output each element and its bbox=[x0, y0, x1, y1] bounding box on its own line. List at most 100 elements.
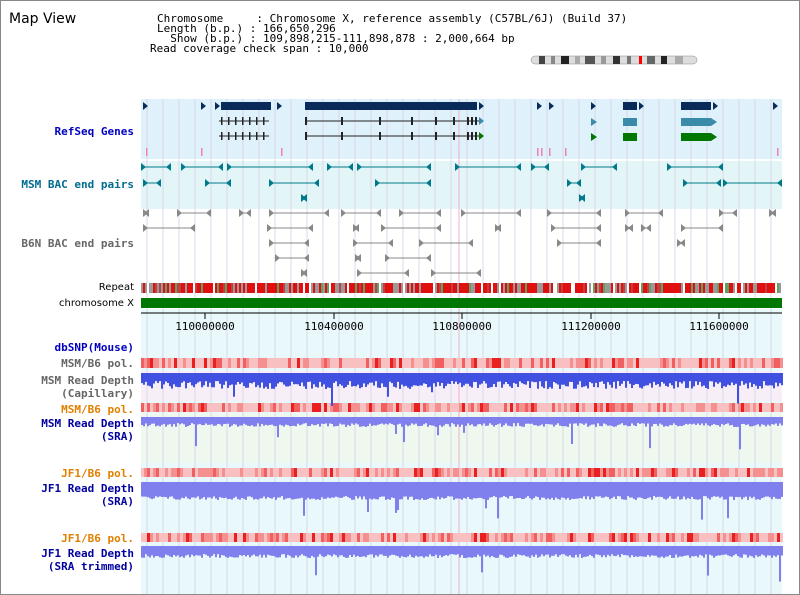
depth-bar bbox=[493, 482, 495, 497]
depth-bar bbox=[653, 546, 655, 556]
depth-bar bbox=[193, 482, 195, 498]
depth-bar bbox=[209, 417, 211, 425]
pol-cell bbox=[339, 468, 342, 477]
depth-bar bbox=[285, 482, 287, 499]
pol-cell bbox=[348, 358, 351, 368]
b6n-bac-pair-end bbox=[246, 209, 251, 217]
pol-cell bbox=[720, 358, 723, 368]
depth-bar bbox=[155, 546, 157, 557]
depth-bar bbox=[151, 417, 153, 424]
depth-bar bbox=[593, 417, 595, 425]
depth-bar bbox=[199, 482, 201, 500]
depth-bar bbox=[607, 417, 609, 426]
depth-bar bbox=[629, 417, 631, 427]
depth-bar bbox=[413, 373, 415, 386]
depth-bar bbox=[541, 417, 543, 425]
pol-cell bbox=[294, 533, 297, 542]
msm-b6-pol-label-2[interactable]: MSM/B6 pol. bbox=[61, 403, 134, 416]
depth-bar bbox=[445, 373, 447, 386]
repeat-segment bbox=[255, 283, 257, 293]
pol-cell bbox=[744, 403, 747, 412]
depth-bar bbox=[619, 373, 621, 386]
depth-bar bbox=[717, 546, 719, 556]
pol-cell bbox=[231, 403, 234, 412]
depth-bar bbox=[285, 417, 287, 425]
pol-cell bbox=[654, 533, 657, 542]
depth-bar bbox=[389, 373, 391, 382]
pol-cell bbox=[555, 468, 558, 477]
marker bbox=[565, 148, 567, 156]
depth-bar bbox=[625, 546, 627, 556]
repeat-segment bbox=[701, 283, 703, 293]
depth-bar bbox=[563, 417, 565, 427]
depth-bar bbox=[417, 546, 419, 557]
depth-bar bbox=[349, 417, 351, 426]
depth-bar bbox=[233, 373, 235, 397]
depth-bar bbox=[559, 546, 561, 556]
depth-bar bbox=[501, 373, 503, 388]
msm-bac-pair-end bbox=[375, 179, 380, 187]
depth-bar bbox=[273, 373, 275, 389]
depth-bar bbox=[489, 417, 491, 424]
depth-bar bbox=[681, 546, 683, 557]
pol-cell bbox=[240, 468, 243, 477]
repeat-segment bbox=[353, 283, 355, 293]
depth-bar bbox=[687, 417, 689, 425]
depth-bar bbox=[423, 546, 425, 558]
msm-bac-label[interactable]: MSM BAC end pairs bbox=[21, 178, 134, 191]
pol-cell bbox=[642, 533, 645, 542]
depth-bar bbox=[575, 417, 577, 424]
pol-cell bbox=[444, 358, 447, 368]
msm-read-depth-capillary-label[interactable]: MSM Read Depth (Capillary) bbox=[41, 374, 134, 400]
msm-b6-pol-label-1[interactable]: MSM/B6 pol. bbox=[61, 357, 134, 370]
msm-bac-pair-end bbox=[718, 163, 723, 171]
depth-bar bbox=[215, 546, 217, 558]
depth-bar bbox=[391, 482, 393, 498]
pol-cell bbox=[672, 468, 675, 477]
depth-bar bbox=[345, 373, 347, 387]
pol-cell bbox=[144, 533, 147, 542]
b6n-bac-label[interactable]: B6N BAC end pairs bbox=[21, 237, 134, 250]
pol-cell bbox=[582, 403, 585, 412]
pol-cell bbox=[258, 468, 261, 477]
depth-bar bbox=[449, 373, 451, 385]
pol-cell bbox=[414, 358, 417, 368]
depth-bar bbox=[757, 546, 759, 557]
pol-cell bbox=[198, 403, 201, 412]
depth-bar bbox=[395, 417, 397, 434]
jf1-read-depth-trimmed-label[interactable]: JF1 Read Depth (SRA trimmed) bbox=[41, 547, 134, 573]
depth-bar bbox=[355, 373, 357, 387]
chromosome-ideogram[interactable] bbox=[529, 53, 701, 67]
depth-bar bbox=[539, 546, 541, 557]
repeat-segment bbox=[505, 283, 507, 293]
depth-bar bbox=[503, 417, 505, 426]
pol-cell bbox=[222, 358, 225, 368]
depth-bar bbox=[357, 546, 359, 556]
pol-cell bbox=[732, 533, 735, 542]
depth-bar bbox=[325, 417, 327, 424]
pol-cell bbox=[513, 403, 516, 412]
depth-bar bbox=[351, 546, 353, 558]
exon bbox=[435, 132, 437, 140]
depth-bar bbox=[161, 417, 163, 425]
repeat-segment bbox=[401, 283, 403, 293]
msm-read-depth-sra-label[interactable]: MSM Read Depth (SRA) bbox=[41, 417, 134, 443]
pol-cell bbox=[597, 468, 600, 477]
refseq-genes-label[interactable]: RefSeq Genes bbox=[54, 125, 134, 138]
dbsnp-label[interactable]: dbSNP(Mouse) bbox=[54, 341, 134, 354]
jf1-read-depth-sra-label[interactable]: JF1 Read Depth (SRA) bbox=[41, 482, 134, 508]
repeat-segment bbox=[293, 283, 295, 293]
repeat-segment bbox=[449, 283, 451, 293]
depth-bar bbox=[357, 417, 359, 425]
pol-cell bbox=[735, 468, 738, 477]
repeat-segment bbox=[573, 283, 575, 293]
repeat-segment bbox=[429, 283, 431, 293]
jf1-b6-pol-label-2[interactable]: JF1/B6 pol. bbox=[61, 532, 134, 545]
pol-cell bbox=[369, 403, 372, 412]
pol-cell bbox=[648, 533, 651, 542]
depth-bar bbox=[373, 482, 375, 499]
depth-bar bbox=[269, 373, 271, 384]
jf1-b6-pol-label-1[interactable]: JF1/B6 pol. bbox=[61, 467, 134, 480]
depth-bar bbox=[715, 482, 717, 497]
